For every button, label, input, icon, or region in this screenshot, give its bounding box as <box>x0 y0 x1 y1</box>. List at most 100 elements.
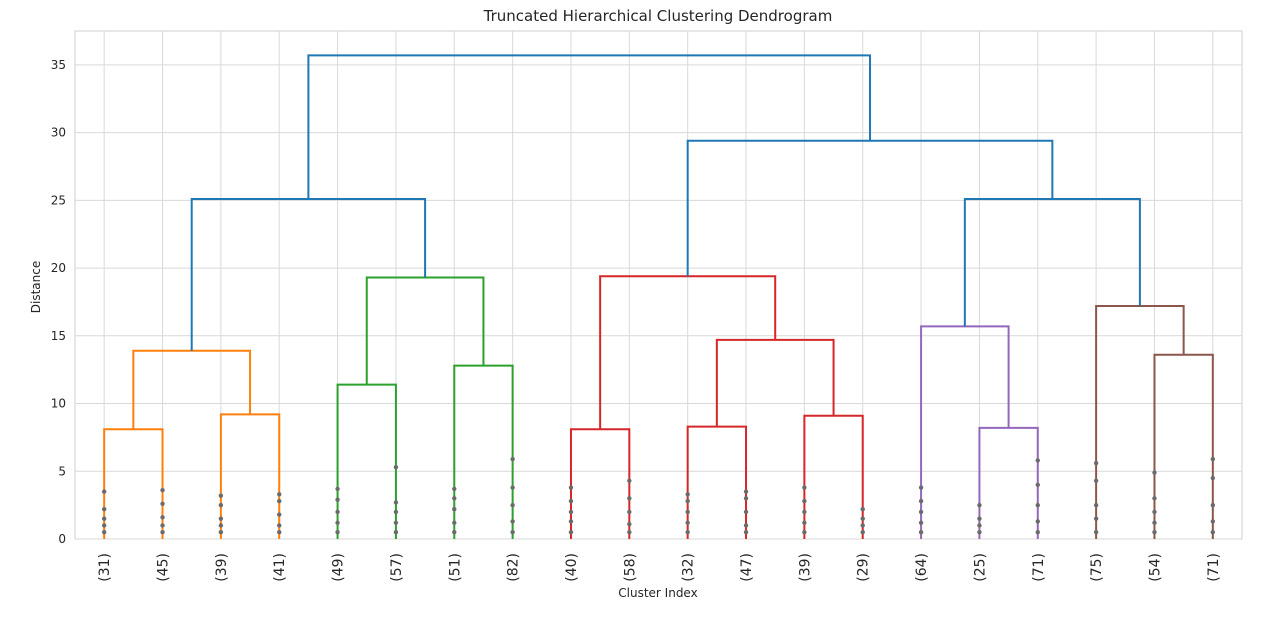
x-tick-label: (64) <box>914 553 930 582</box>
leaf-dot <box>743 509 749 515</box>
leaf-dot <box>802 485 807 490</box>
leaf-dot <box>1210 475 1216 481</box>
leaf-dot <box>1210 456 1216 462</box>
leaf-dot <box>1035 458 1040 463</box>
x-tick-label: (58) <box>622 553 638 582</box>
leaf-dot <box>452 486 457 492</box>
leaf-dot <box>568 530 574 535</box>
leaf-dot <box>1152 530 1157 535</box>
x-tick-label: (25) <box>972 553 988 582</box>
leaf-dot <box>1035 519 1040 524</box>
leaf-dot <box>393 465 399 470</box>
x-axis-label: Cluster Index <box>618 586 697 600</box>
leaf-dot <box>627 521 632 527</box>
leaf-dot <box>977 523 982 528</box>
x-tick-label: (39) <box>797 553 813 582</box>
leaf-dot <box>977 502 982 508</box>
leaf-dot <box>802 498 807 504</box>
leaf-dot <box>101 516 107 521</box>
leaf-dot <box>335 509 340 515</box>
leaf-dot <box>452 530 457 535</box>
y-tick-label: 20 <box>51 261 66 275</box>
leaf-dot <box>510 485 515 490</box>
leaf-dot <box>1093 516 1099 521</box>
x-tick-label: (32) <box>681 553 697 582</box>
leaf-dot <box>977 530 982 535</box>
leaf-dot <box>1152 520 1157 525</box>
leaf-dot <box>218 502 224 508</box>
x-axis-ticks: (31) (45) (39) (41) (49) (57) (51) (82) (40) (58)… <box>97 553 1222 582</box>
leaf-dot <box>277 523 282 528</box>
x-tick-label: (71) <box>1031 553 1047 582</box>
x-tick-label: (49) <box>331 553 347 582</box>
x-tick-label: (29) <box>856 553 872 582</box>
leaf-dot <box>160 501 165 506</box>
x-tick-label: (57) <box>389 553 405 582</box>
leaf-dot <box>743 496 749 501</box>
x-tick-label: (45) <box>156 553 172 582</box>
leaf-dot <box>1035 482 1040 488</box>
leaf-dot <box>510 530 515 535</box>
x-tick-label: (75) <box>1089 553 1105 582</box>
leaf-dot <box>1093 478 1099 483</box>
leaf-dot <box>1035 530 1040 535</box>
leaf-dot <box>277 492 282 497</box>
leaf-dot <box>101 523 107 528</box>
leaf-dot <box>1093 460 1099 466</box>
leaf-dot <box>685 530 690 535</box>
dendrogram-link <box>307 54 872 199</box>
leaf-dot <box>335 530 340 535</box>
leaf-dot <box>160 523 165 528</box>
x-tick-label: (41) <box>272 553 288 582</box>
leaf-dot <box>918 530 924 535</box>
leaf-dot <box>335 520 340 525</box>
leaf-dot <box>627 509 632 515</box>
leaf-dots <box>101 456 1216 535</box>
leaf-dot <box>860 516 865 521</box>
leaf-dot <box>977 516 982 521</box>
leaf-dot <box>101 530 107 535</box>
leaf-dot <box>802 509 807 515</box>
leaf-dot <box>218 493 224 498</box>
leaf-dot <box>685 492 690 497</box>
leaf-dot <box>218 523 224 528</box>
leaf-dot <box>1210 502 1216 508</box>
y-tick-label: 15 <box>51 329 66 343</box>
leaf-dot <box>627 478 632 483</box>
leaf-dot <box>510 502 515 508</box>
leaf-dot <box>452 506 457 512</box>
leaf-dot <box>393 500 399 505</box>
leaf-dot <box>918 485 924 490</box>
leaf-dot <box>218 516 224 521</box>
leaf-dot <box>860 523 865 528</box>
y-tick-label: 35 <box>51 58 66 72</box>
leaf-dot <box>1152 496 1157 501</box>
leaf-dot <box>918 498 924 504</box>
x-tick-label: (82) <box>506 553 522 582</box>
leaf-dot <box>393 520 399 525</box>
y-tick-label: 10 <box>51 397 66 411</box>
leaf-dot <box>743 489 749 494</box>
leaf-dot <box>568 519 574 524</box>
leaf-dot <box>743 530 749 535</box>
leaf-dot <box>510 456 515 462</box>
leaf-dot <box>1035 502 1040 508</box>
leaf-dot <box>160 515 165 520</box>
plot-area <box>74 30 1243 540</box>
leaf-dot <box>627 530 632 535</box>
leaf-dot <box>568 498 574 504</box>
leaf-dot <box>1210 519 1216 524</box>
leaf-dot <box>685 509 690 515</box>
leaf-dot <box>101 489 107 494</box>
leaf-dot <box>860 506 865 512</box>
y-tick-label: 5 <box>58 464 66 478</box>
leaf-dot <box>335 486 340 492</box>
x-tick-label: (71) <box>1206 553 1222 582</box>
leaf-dot <box>393 509 399 515</box>
x-tick-label: (31) <box>97 553 113 582</box>
leaf-dot <box>685 520 690 525</box>
leaf-dot <box>393 530 399 535</box>
y-axis-label: Distance <box>29 261 43 313</box>
leaf-dot <box>918 520 924 525</box>
leaf-dot <box>568 509 574 515</box>
